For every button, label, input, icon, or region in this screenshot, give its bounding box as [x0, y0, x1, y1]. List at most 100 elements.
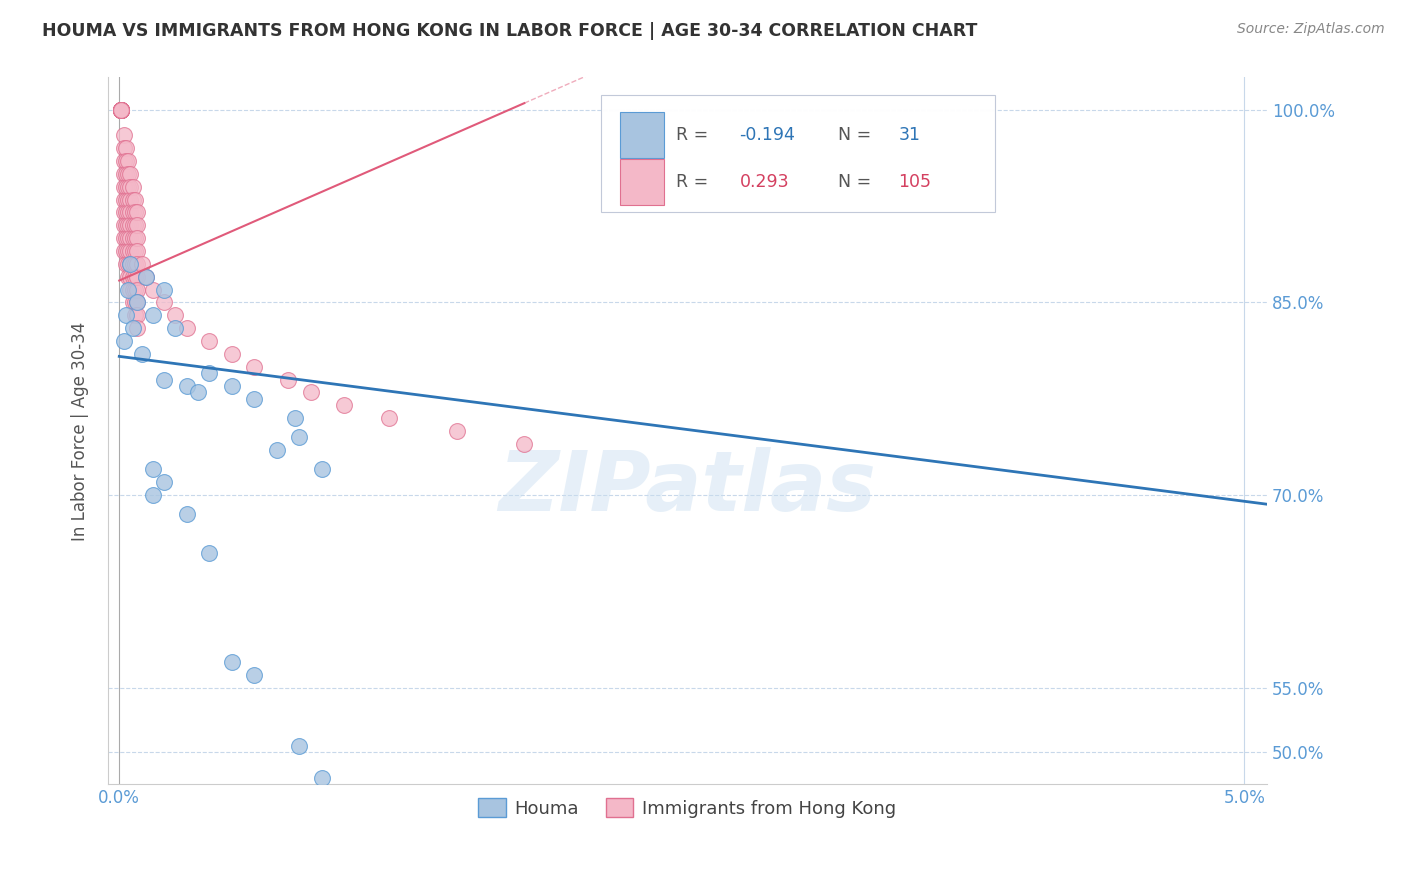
Point	[117, 283, 139, 297]
Point	[117, 167, 139, 181]
Point	[127, 219, 149, 233]
Point	[127, 244, 149, 258]
Point	[110, 103, 132, 117]
Text: 0.293: 0.293	[740, 173, 789, 191]
Y-axis label: In Labor Force | Age 30-34: In Labor Force | Age 30-34	[72, 321, 89, 541]
Legend: Houma, Immigrants from Hong Kong: Houma, Immigrants from Hong Kong	[471, 791, 904, 825]
Point	[142, 308, 165, 322]
Point	[115, 219, 138, 233]
Point	[110, 103, 132, 117]
Point	[121, 321, 143, 335]
Point	[121, 231, 143, 245]
Point	[112, 167, 135, 181]
Point	[378, 411, 401, 425]
Point	[266, 443, 288, 458]
Point	[124, 308, 146, 322]
Point	[120, 257, 142, 271]
Point	[311, 771, 333, 785]
Point	[513, 437, 536, 451]
Point	[115, 244, 138, 258]
Point	[221, 347, 243, 361]
Point	[110, 103, 132, 117]
Point	[117, 231, 139, 245]
Point	[124, 193, 146, 207]
Point	[120, 193, 142, 207]
Point	[110, 103, 132, 117]
Point	[165, 321, 187, 335]
Point	[127, 321, 149, 335]
Point	[446, 424, 468, 438]
Point	[110, 103, 132, 117]
Point	[112, 244, 135, 258]
Point	[115, 141, 138, 155]
Point	[110, 103, 132, 117]
Point	[121, 269, 143, 284]
Point	[110, 103, 132, 117]
Point	[187, 385, 209, 400]
Point	[124, 257, 146, 271]
Point	[124, 295, 146, 310]
Point	[120, 283, 142, 297]
Point	[142, 283, 165, 297]
Point	[121, 283, 143, 297]
Point	[198, 366, 221, 380]
Point	[110, 103, 132, 117]
Point	[121, 244, 143, 258]
Point	[176, 508, 198, 522]
Text: HOUMA VS IMMIGRANTS FROM HONG KONG IN LABOR FORCE | AGE 30-34 CORRELATION CHART: HOUMA VS IMMIGRANTS FROM HONG KONG IN LA…	[42, 22, 977, 40]
Point	[121, 219, 143, 233]
Point	[142, 488, 165, 502]
Point	[115, 179, 138, 194]
Point	[112, 141, 135, 155]
Point	[110, 103, 132, 117]
Point	[120, 219, 142, 233]
Point	[127, 231, 149, 245]
Point	[153, 283, 176, 297]
Point	[165, 308, 187, 322]
Point	[117, 205, 139, 219]
Text: R =: R =	[676, 127, 714, 145]
Point	[127, 295, 149, 310]
Point	[115, 257, 138, 271]
Point	[288, 739, 311, 753]
Point	[198, 546, 221, 560]
Point	[135, 269, 157, 284]
Text: R =: R =	[676, 173, 714, 191]
Point	[124, 205, 146, 219]
Point	[115, 193, 138, 207]
Point	[127, 269, 149, 284]
Point	[110, 103, 132, 117]
Point	[115, 153, 138, 168]
Point	[117, 193, 139, 207]
Point	[120, 269, 142, 284]
Point	[110, 103, 132, 117]
Point	[153, 475, 176, 490]
Point	[120, 231, 142, 245]
Point	[131, 347, 153, 361]
Point	[110, 103, 132, 117]
Point	[127, 257, 149, 271]
Point	[112, 153, 135, 168]
FancyBboxPatch shape	[620, 112, 664, 159]
Point	[112, 193, 135, 207]
Point	[124, 269, 146, 284]
Point	[120, 244, 142, 258]
Point	[120, 179, 142, 194]
Point	[176, 379, 198, 393]
FancyBboxPatch shape	[600, 95, 994, 211]
Point	[127, 308, 149, 322]
Point	[117, 153, 139, 168]
Point	[115, 308, 138, 322]
Point	[115, 231, 138, 245]
Point	[288, 430, 311, 444]
Point	[124, 231, 146, 245]
Point	[121, 205, 143, 219]
Text: 31: 31	[898, 127, 921, 145]
Point	[112, 179, 135, 194]
Point	[110, 103, 132, 117]
Point	[121, 257, 143, 271]
Point	[127, 283, 149, 297]
Point	[120, 167, 142, 181]
Point	[124, 219, 146, 233]
Point	[112, 219, 135, 233]
